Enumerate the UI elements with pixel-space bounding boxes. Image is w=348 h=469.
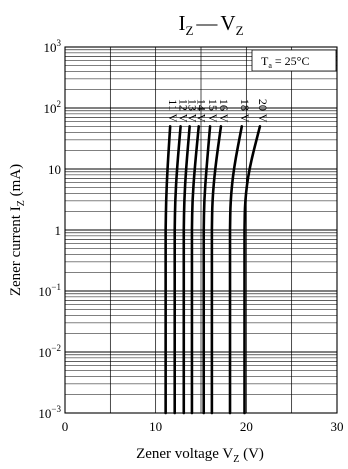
y-tick-exponent: 3 [57,38,62,48]
y-tick-base: 10 [38,345,51,360]
y-tick-label: 102 [44,99,62,116]
series-curve [164,125,172,415]
y-tick-exponent: −3 [51,404,61,414]
y-tick-label: 10−3 [38,404,61,421]
series-label: 20 V [256,99,270,123]
series-label: 11 V [166,99,180,122]
y-tick-label: 10 [48,162,61,177]
series-label: 18 V [238,99,252,123]
series-label: 14 V [195,99,209,123]
series-labels: 11 V12 V13 V14 V15 V16 V 18 V 20 V [166,99,270,123]
y-tick-label: 10−1 [38,282,61,299]
y-tick-label: 103 [44,38,62,55]
series-curves [164,125,262,415]
series-curve [210,125,223,415]
y-tick-label: 10−2 [38,343,61,360]
title-symbol-2: V [220,11,235,35]
y-tick-base: 10 [38,284,51,299]
y-axis-label-text: Zener current I [8,206,24,296]
y-axis-label: Zener current IZ (mA) [8,164,27,296]
title-subscript-2: Z [236,23,244,38]
y-tick-label: 1 [55,223,62,238]
x-axis-label-text: Zener voltage V [136,446,233,462]
annotation-value: = 25°C [272,54,310,68]
title-dash: — [195,11,218,35]
y-tick-base: 10 [44,40,57,55]
y-tick-base: 10 [44,101,57,116]
series-curve [228,125,244,415]
x-tick-label: 30 [331,419,344,434]
y-axis-label-unit: (mA) [8,164,24,200]
x-tick-label: 20 [240,419,253,434]
annotation-subscript: a [268,61,272,70]
x-axis-label-subscript: Z [233,454,239,465]
series-curve [243,125,262,415]
title-subscript-1: Z [185,23,193,38]
x-axis-label: Zener voltage VZ (V) [136,446,264,465]
x-tick-label: 0 [62,419,69,434]
series-curve [190,125,201,415]
plot-frame [64,46,338,414]
annotation-box [251,49,337,72]
x-axis-label-unit: (V) [239,446,264,462]
y-tick-exponent: −1 [51,282,61,292]
x-tick-label: 10 [149,419,162,434]
series-label: 16 V [217,99,231,123]
chart-title: IZ — VZ [178,11,243,38]
y-tick-exponent: −2 [51,343,61,353]
series-curve [202,125,212,415]
y-tick-exponent: 2 [57,99,62,109]
series-label: 15 V [206,99,220,123]
series-curve [173,125,182,415]
series-curve [182,125,191,415]
series-label: 13 V [186,99,200,123]
annotation-text: Ta = 25°C [261,54,309,70]
y-axis-label-subscript: Z [16,200,27,206]
y-tick-base: 10 [48,162,61,177]
y-tick-base: 1 [55,223,62,238]
grid-lines [65,47,337,413]
y-tick-base: 10 [38,406,51,421]
title-symbol-1: I [178,11,185,35]
annotation-symbol: T [261,54,269,68]
series-label: 12 V [177,99,191,123]
